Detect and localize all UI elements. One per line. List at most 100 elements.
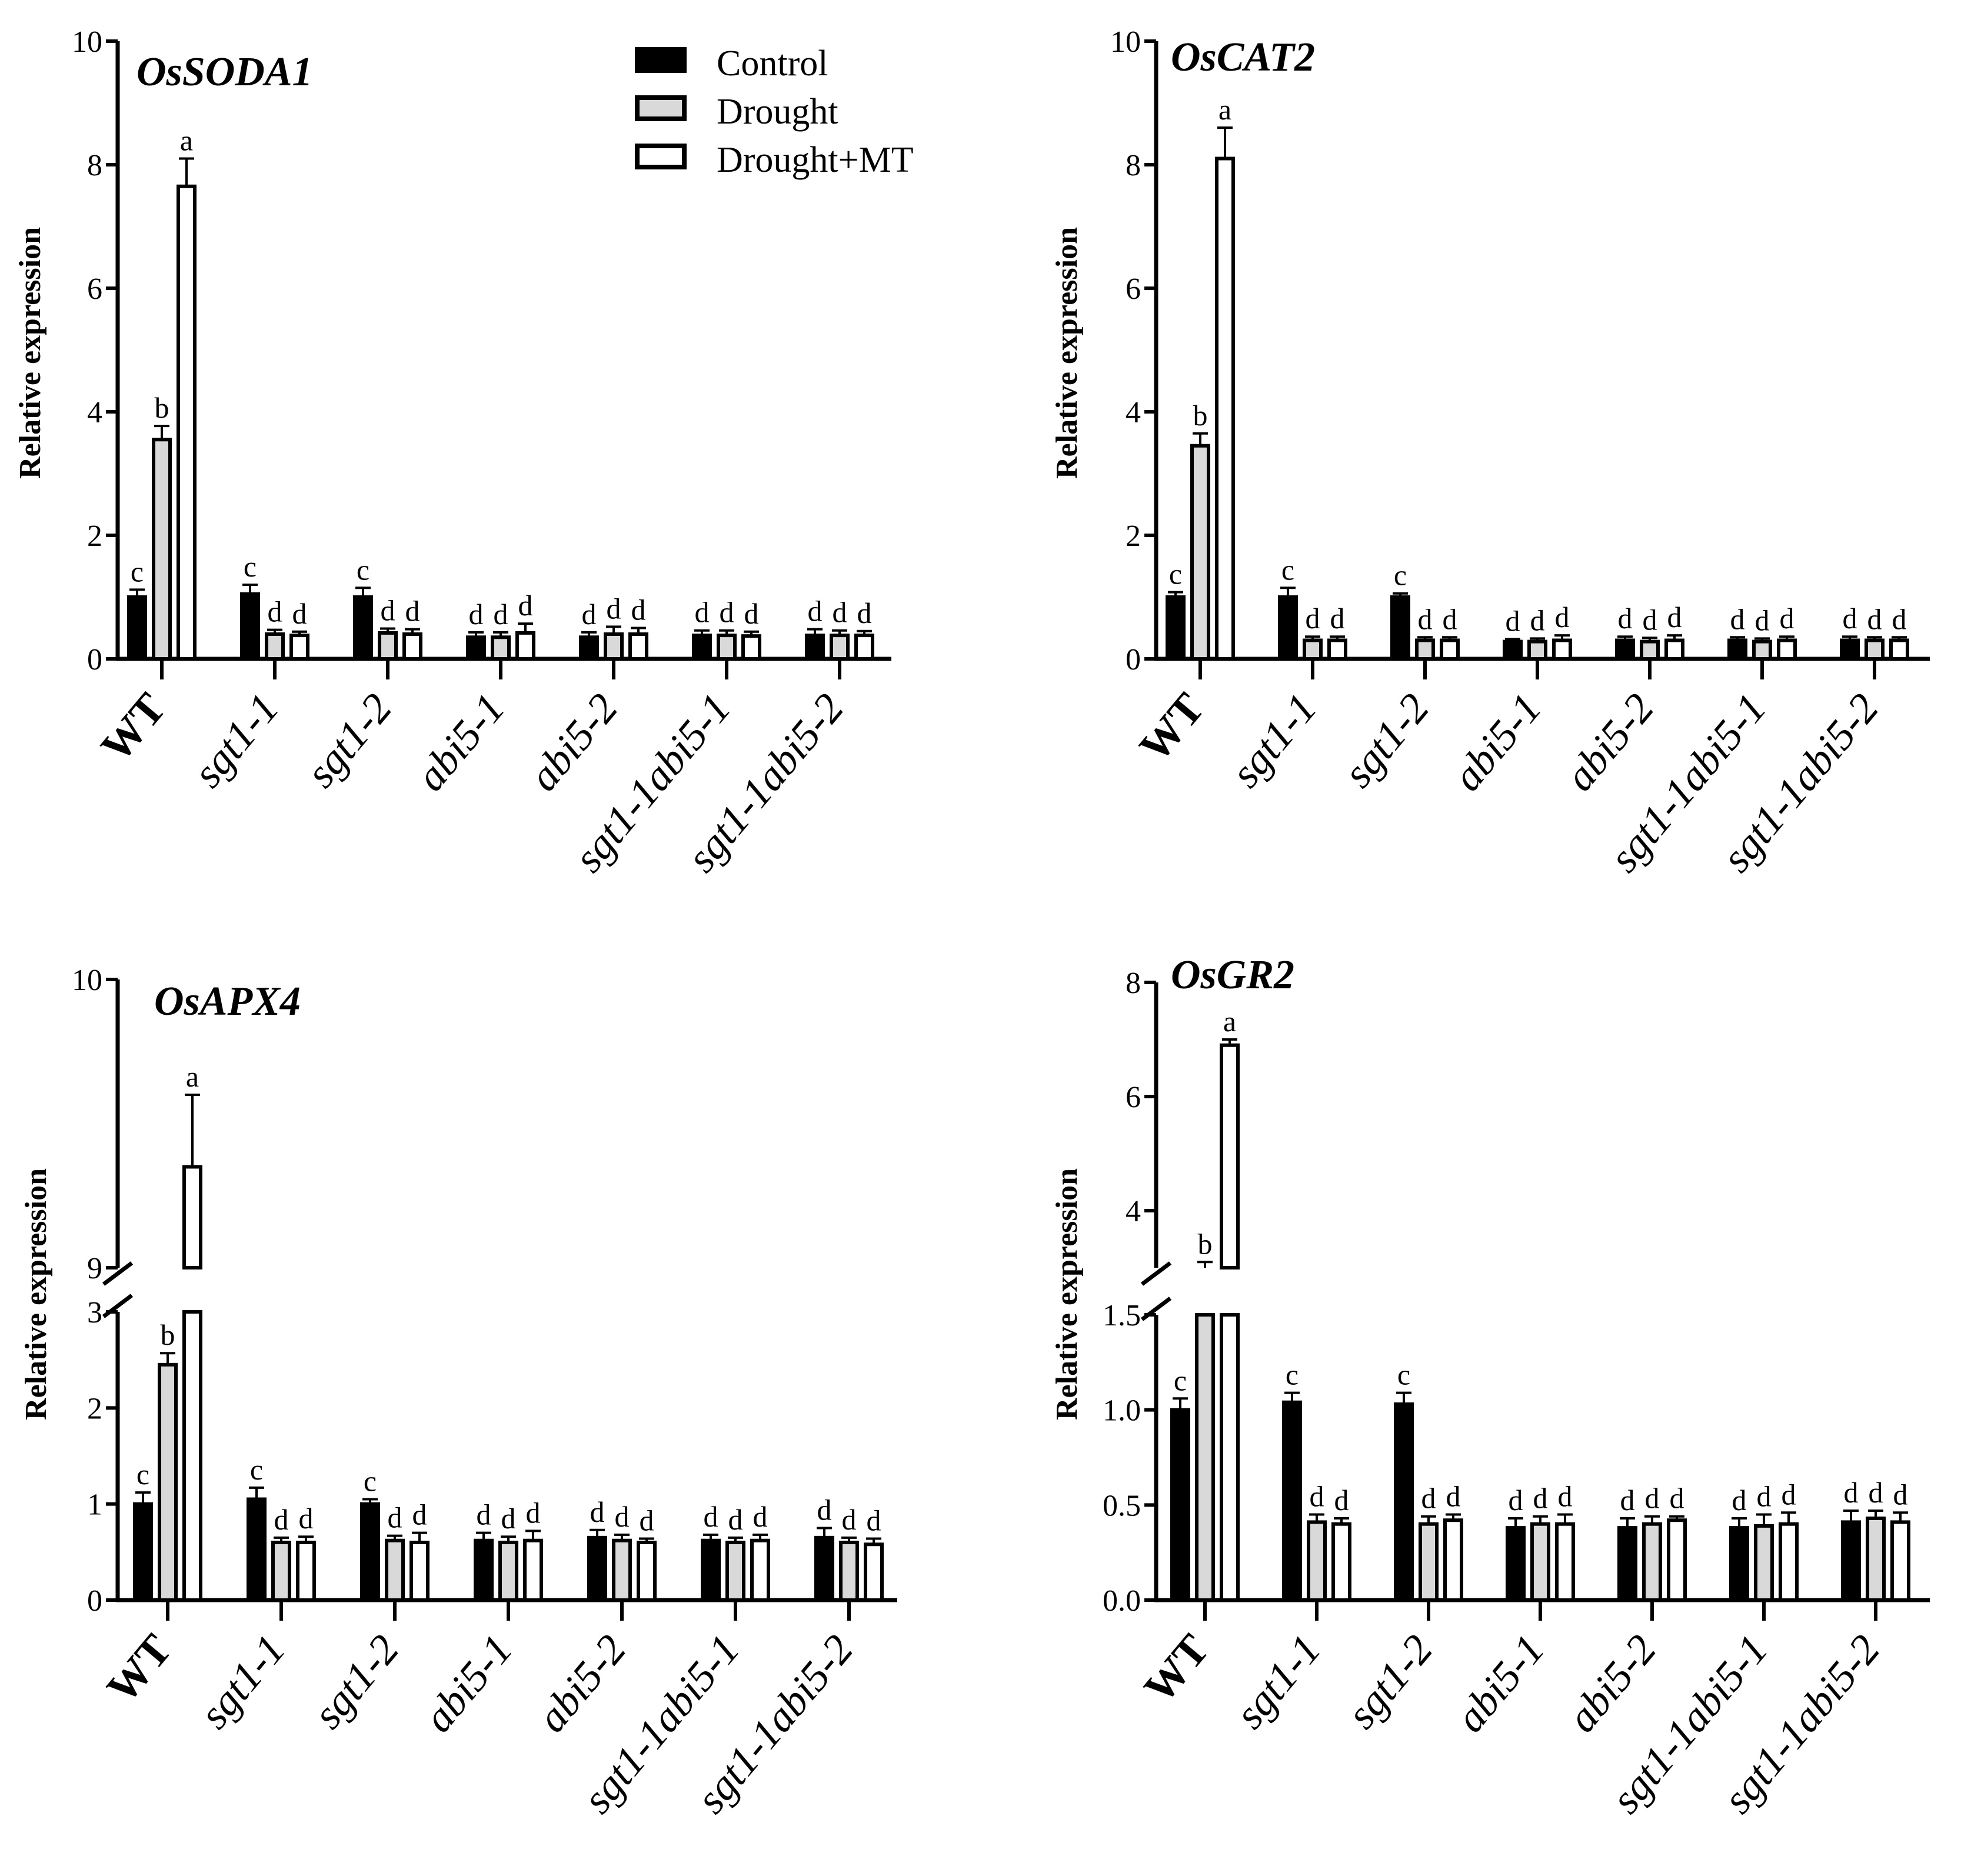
- bar-drought-mt: [1440, 638, 1460, 661]
- x-category-label: WT: [1135, 1625, 1218, 1712]
- significance-label: d: [1618, 602, 1633, 635]
- x-category-label: WT: [98, 1625, 181, 1712]
- legend-entry-control: Control: [635, 44, 828, 84]
- significance-label: b: [155, 391, 169, 424]
- bar-control: [1617, 1526, 1637, 1602]
- bar-control: [127, 595, 147, 661]
- bar-drought-mt: [1555, 1522, 1575, 1602]
- bar-control: [247, 1497, 267, 1602]
- chart-title: OsAPX4: [154, 979, 301, 1024]
- y-tick-label: 4: [1126, 396, 1141, 429]
- significance-label: d: [274, 1503, 289, 1536]
- legend-label-control: Control: [717, 44, 828, 84]
- significance-label: d: [1509, 1484, 1523, 1517]
- bar-group-sgt1-1: cd d: [1282, 1358, 1351, 1602]
- bar-drought: [1640, 639, 1660, 661]
- legend-swatch-drought: [635, 95, 687, 121]
- significance-label: d: [494, 598, 508, 631]
- significance-label: d: [1755, 604, 1770, 637]
- bar-control: [701, 1538, 721, 1602]
- x-category-label: abi5-1: [414, 1626, 521, 1741]
- bar-control: [466, 635, 486, 661]
- significance-label: a: [1223, 1005, 1236, 1038]
- bar-drought: [1530, 1522, 1550, 1602]
- bar-control: [353, 595, 373, 661]
- significance-label: d: [1843, 602, 1857, 635]
- significance-label: c: [136, 1458, 149, 1491]
- bar-drought: [271, 1541, 291, 1602]
- bar-drought-mt-lower: [182, 1310, 202, 1602]
- bar-drought-mt: [515, 631, 535, 661]
- bar-control: [1840, 638, 1860, 661]
- significance-label: d: [842, 1503, 857, 1536]
- x-category-label: abi5-2: [528, 1626, 635, 1741]
- significance-label: d: [833, 596, 847, 629]
- x-category-label: sgt1-2: [1334, 685, 1438, 796]
- bar-group-sgt1-2: cd d: [360, 1465, 430, 1602]
- significance-label: d: [1730, 602, 1745, 635]
- significance-label: d: [607, 592, 621, 625]
- significance-label: d: [808, 595, 823, 628]
- bar-drought-mt: [296, 1541, 316, 1602]
- chart-title: OsSODA1: [136, 49, 313, 95]
- bar-drought-mt-upper: [182, 1165, 202, 1269]
- significance-label: d: [631, 594, 646, 627]
- x-category-label: abi5-2: [1556, 685, 1663, 799]
- bar-drought-mt: [1777, 638, 1797, 661]
- significance-label: d: [1310, 1480, 1324, 1513]
- significance-label: d: [469, 598, 484, 631]
- chart-panel-osgr2: 0.0 0.5 1.0 1.5 4 6 8 Relative expression OsGR2 c…: [1050, 952, 1930, 1822]
- bar-drought: [385, 1538, 405, 1602]
- significance-label: d: [582, 598, 597, 631]
- x-category-label: abi5-2: [520, 685, 627, 799]
- bar-drought-mt: [864, 1542, 884, 1602]
- bar-drought-mt: [637, 1541, 657, 1602]
- bar-control: [1841, 1520, 1861, 1602]
- bar-drought-mt-lower: [1220, 1313, 1240, 1602]
- significance-label: d: [405, 595, 420, 628]
- significance-label: d: [640, 1504, 654, 1537]
- bar-drought-mt: [1327, 638, 1347, 661]
- significance-label: d: [1643, 603, 1657, 636]
- significance-label: c: [1174, 1364, 1187, 1397]
- significance-label: d: [1330, 602, 1345, 635]
- x-category-label: abi5-1: [1446, 1626, 1553, 1741]
- bar-control: [1503, 639, 1523, 661]
- y-tick-label: 8: [1126, 149, 1141, 182]
- x-category-label: sgt1-2: [297, 685, 401, 796]
- y-tick-label: 6: [87, 272, 102, 306]
- significance-label: c: [1281, 553, 1294, 586]
- significance-label: d: [268, 595, 282, 628]
- y-tick-label: 0: [87, 1584, 102, 1618]
- y-tick-label: 2: [1126, 519, 1141, 553]
- bar-group-wt: c b a: [1170, 1005, 1240, 1602]
- significance-label: d: [1867, 602, 1882, 635]
- bar-drought-mt: [1890, 1520, 1910, 1602]
- bar-group-sgt1-1: cd d: [1278, 553, 1347, 661]
- bar-group-sgt1-2: cd d: [353, 553, 422, 661]
- bar-control: [474, 1538, 494, 1602]
- bar-drought-mt: [1552, 638, 1572, 661]
- significance-label: a: [180, 124, 193, 157]
- x-category-label: WT: [1130, 684, 1214, 771]
- bar-drought-mt: [741, 634, 761, 661]
- bar-drought: [1754, 1524, 1774, 1602]
- y-tick-label: 4: [1126, 1195, 1141, 1228]
- significance-label: d: [1670, 1482, 1684, 1515]
- bar-control: [360, 1502, 380, 1602]
- bar-drought: [491, 635, 511, 661]
- bar-drought-mt: [1889, 638, 1909, 661]
- significance-label: d: [1334, 1484, 1349, 1517]
- significance-label: d: [1780, 602, 1794, 635]
- significance-label: d: [1506, 604, 1520, 637]
